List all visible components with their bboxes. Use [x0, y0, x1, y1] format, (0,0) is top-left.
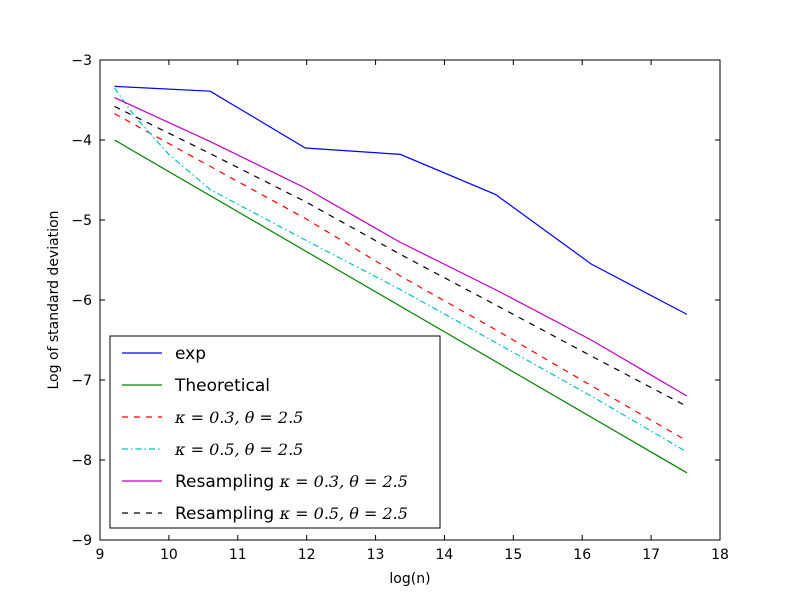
y-tick-label: −3	[71, 53, 92, 69]
series-line-0	[114, 85, 688, 315]
x-axis-label: log(n)	[389, 571, 430, 587]
x-tick-label: 9	[96, 547, 105, 563]
legend-box	[109, 335, 441, 529]
y-tick-label: −8	[71, 453, 92, 469]
y-tick-label: −5	[71, 213, 92, 229]
tick-layer: 9 10 11 12 13 14 15 16 17 18 −9 −8 −7 −6 −5 −4 −3	[71, 53, 729, 563]
x-tick-label: 16	[573, 547, 591, 563]
series-line-1	[114, 139, 688, 474]
y-tick-label: −6	[71, 293, 92, 309]
legend-label-2: κ = 0.3, θ = 2.5	[174, 408, 303, 427]
legend-label-1: Theoretical	[174, 376, 270, 396]
series-layer	[114, 85, 688, 474]
x-tick-label: 14	[436, 547, 454, 563]
x-tick-label: 18	[711, 547, 729, 563]
x-tick-label: 15	[504, 547, 522, 563]
y-tick-label: −4	[71, 133, 92, 149]
x-tick-label: 11	[229, 547, 247, 563]
series-line-3	[114, 87, 688, 453]
x-tick-label: 10	[160, 547, 178, 563]
series-line-4	[114, 97, 688, 397]
y-tick-label: −7	[71, 373, 92, 389]
x-tick-label: 17	[642, 547, 660, 563]
series-line-2	[114, 113, 688, 442]
x-tick-label: 12	[298, 547, 316, 563]
x-tick-label: 13	[367, 547, 385, 563]
y-tick-label: −9	[71, 533, 92, 549]
legend-label-4: Resampling κ = 0.3, θ = 2.5	[175, 472, 408, 492]
y-axis-label: Log of standard deviation	[46, 210, 62, 389]
legend: exp Theoretical κ = 0.3, θ = 2.5 κ = 0.5, θ…	[109, 335, 441, 529]
legend-label-0: exp	[175, 344, 206, 364]
legend-label-5: Resampling κ = 0.5, θ = 2.5	[175, 504, 408, 524]
legend-label-3: κ = 0.5, θ = 2.5	[174, 440, 303, 459]
